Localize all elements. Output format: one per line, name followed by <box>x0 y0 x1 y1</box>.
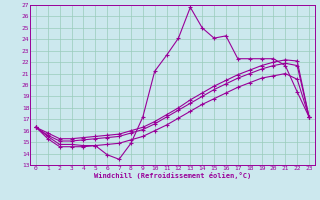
X-axis label: Windchill (Refroidissement éolien,°C): Windchill (Refroidissement éolien,°C) <box>94 172 251 179</box>
